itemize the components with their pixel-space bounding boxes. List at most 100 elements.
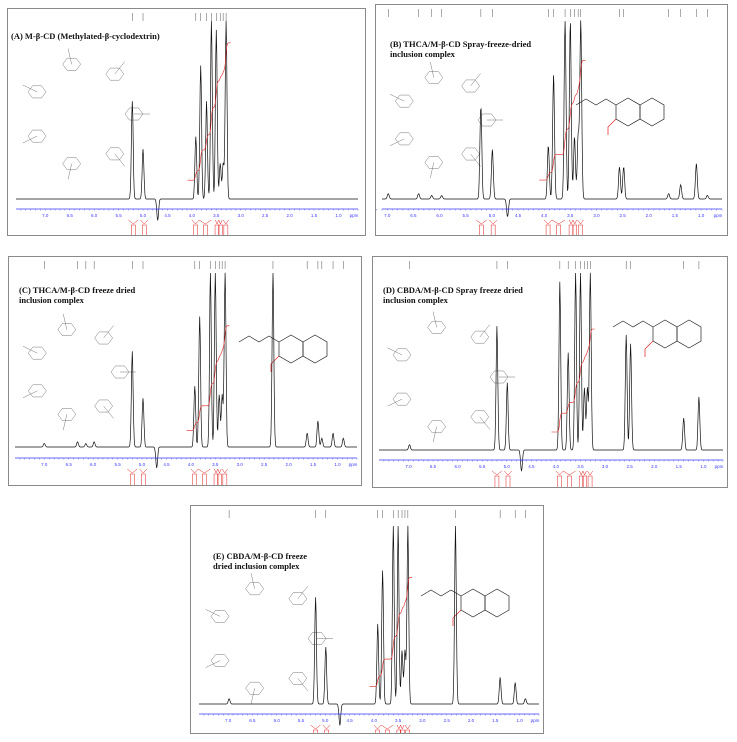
panel-c-title: (C) THCA/M-β-CD freeze dried inclusion c… [19,285,136,305]
integration-bracket [128,219,139,225]
panel-d: (D) CBDA/M-β-CD Spray freeze dried inclu… [372,256,728,488]
panel-b: (B) THCA/M-β-CD Spray-freeze-dried inclu… [375,4,728,236]
axis-tick-label: 6.5 [410,213,417,218]
panel-d-title: (D) CBDA/M-β-CD Spray freeze dried inclu… [383,285,523,305]
integration-bracket [582,470,587,476]
integration-value [494,475,500,487]
axis-tick-label: 3.0 [238,213,245,218]
axis-tick-label: 7.0 [405,464,412,469]
axis-tick-label: 2.5 [619,213,626,218]
integration-bracket [221,468,228,474]
axis-tick-label: 3.5 [213,213,220,218]
axis-tick-label: 5.5 [463,213,470,218]
axis-tick-label: 7.0 [42,213,49,218]
integration-value [218,224,223,235]
axis-tick-label: 5.5 [114,462,121,467]
integration-value [557,475,562,487]
axis-tick-label: 3.0 [419,718,426,723]
axis-tick-label: 7.0 [225,718,232,723]
integration-bracket [489,219,498,225]
axis-tick-label: 1.0 [334,462,341,467]
integration-value [396,729,402,733]
panel-a: (A) M-β-CD (Methylated-β-cyclodextrin) 7… [7,8,366,236]
axis-tick-label: 3.0 [593,213,600,218]
integration-bracket [381,724,394,730]
axis-unit-label: ppm [714,213,723,218]
integration-bracket [396,724,401,730]
integration-value [375,729,380,733]
integration-value [568,224,574,235]
integration-bracket [504,470,512,476]
integration-bracket [198,468,211,474]
axis-tick-label: 6.5 [66,462,73,467]
integration-bracket [373,724,382,730]
spectrum-line [16,20,358,221]
axis-tick-label: 1.0 [698,213,705,218]
integration-value [142,224,147,235]
integration-value [131,224,136,235]
integration-value [582,475,587,487]
axis-tick-label: 4.0 [188,462,195,467]
integration-value [223,224,229,235]
integration-bracket [214,468,218,474]
axis-tick-label: 1.5 [310,462,317,467]
integration-bracket [400,724,405,730]
integration-value [405,729,410,733]
integration-value [222,473,228,485]
cyclodextrin-structure-icon [22,48,150,180]
cannabinoid-structure-icon [238,334,328,372]
integration-bracket [199,219,212,225]
cyclodextrin-structure-icon [389,61,503,179]
panel-e: (E) CBDA/M-β-CD freeze dried inclusion c… [190,505,544,734]
axis-tick-label: 2.0 [468,718,475,723]
axis-tick-label: 5.0 [139,462,146,467]
axis-tick-label: 6.0 [436,213,443,218]
integration-value [193,224,198,235]
cannabinoid-structure-icon [575,97,665,135]
axis-unit-label: ppm [715,464,724,469]
axis-tick-label: 4.5 [346,718,353,723]
cyclodextrin-structure-icon [205,573,333,704]
integration-value [192,473,197,485]
axis-tick-label: 7.0 [384,213,391,218]
integration-value [202,473,207,485]
integration-value [203,224,208,235]
integration-bracket [222,219,229,225]
spectrum-a: 7.0 6.5 6.0 5.5 5.0 4.5 4.0 3.5 3.0 2.5 2.0 1.5 1.0 p… [16,13,359,235]
integration-bracket [555,470,564,476]
integration-bracket [310,724,321,730]
spectrum-line [15,272,357,468]
axis-tick-label: 1.0 [335,213,342,218]
axis-tick-label: 3.5 [577,464,584,469]
cannabinoid-structure-icon [420,588,510,626]
axis-tick-label: 1.5 [676,464,683,469]
axis-tick-label: 3.5 [395,718,402,723]
axis-tick-label: 5.0 [504,464,511,469]
axis-tick-label: 4.0 [541,213,548,218]
spectrum-e: 7.0 6.5 6.0 5.5 5.0 4.5 4.0 3.5 3.0 2.5 2.0 1.5 1.0 p… [199,510,540,733]
spectrum-line [382,20,722,217]
axis-tick-label: 6.0 [454,464,461,469]
spectrum-d: 7.0 6.5 6.0 5.5 5.0 4.5 4.0 3.5 3.0 2.5 2.0 1.5 1.0 p… [379,261,724,487]
integration-bracket [217,468,222,474]
axis-tick-label: 1.0 [516,718,523,723]
axis-tick-label: 1.5 [311,213,318,218]
integration-bracket [190,468,199,474]
axis-tick-label: 3.5 [567,213,574,218]
axis-tick-label: 4.5 [515,213,522,218]
axis-tick-label: 3.0 [602,464,609,469]
integration-value [556,224,561,235]
spectrum-line [199,525,539,726]
axis-tick-label: 6.0 [90,462,97,467]
integration-value [213,473,219,485]
integration-bracket [569,219,574,225]
axis-unit-label: ppm [531,718,540,723]
axis-tick-label: 2.0 [286,213,293,218]
integration-value [141,473,146,485]
axis-tick-label: 4.0 [371,718,378,723]
integral-curve [187,42,231,181]
integration-value [545,224,551,235]
axis-unit-label: ppm [350,213,359,218]
integration-bracket [215,219,219,225]
axis-tick-label: 2.5 [261,462,268,467]
